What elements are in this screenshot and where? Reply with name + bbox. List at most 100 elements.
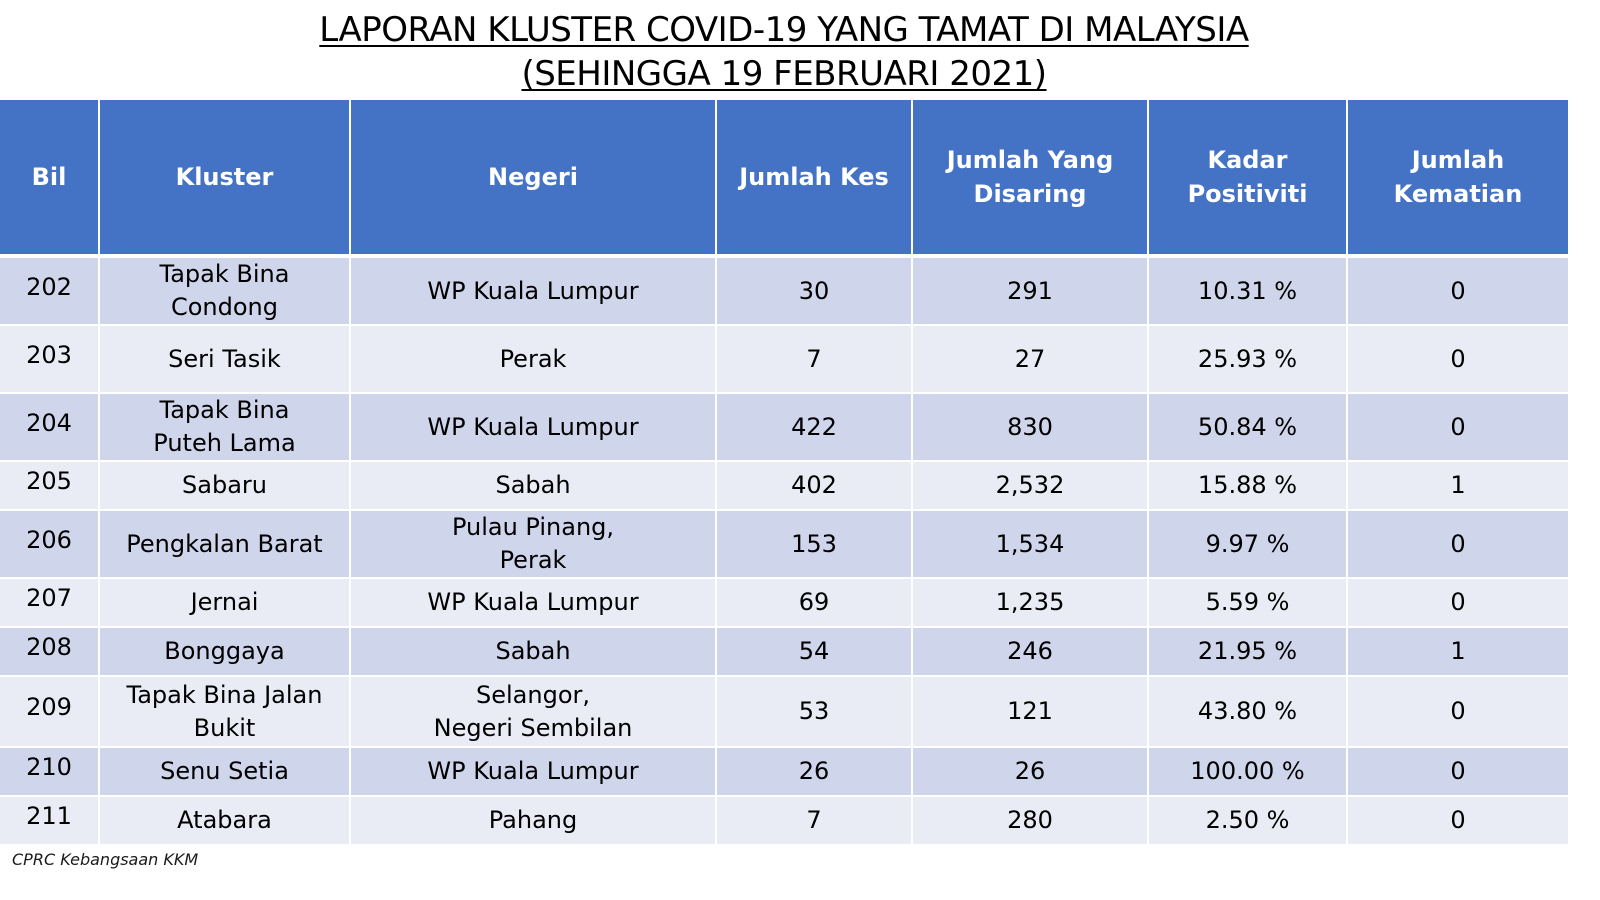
title-line-2: (SEHINGGA 19 FEBRUARI 2021) xyxy=(521,54,1047,94)
cell-kluster-line-1: Tapak Bina xyxy=(159,396,290,424)
cell-jumlah-kes-value: 54 xyxy=(798,637,830,665)
cell-jumlah-disaring: 246 xyxy=(912,627,1149,677)
cell-bil: 204 xyxy=(0,393,100,462)
cell-jumlah-kematian-value: 0 xyxy=(1450,276,1466,305)
cell-kadar-positiviti-value: 2.50 % xyxy=(1205,806,1290,834)
cell-bil-value: 205 xyxy=(26,467,72,495)
cell-jumlah-disaring-value: 1,534 xyxy=(995,529,1065,558)
cell-negeri: WP Kuala Lumpur xyxy=(350,747,717,797)
cell-kluster: Jernai xyxy=(99,578,351,628)
cell-kluster-line-1: Tapak Bina Condong xyxy=(159,260,290,321)
cell-kluster: Tapak Bina Puteh Lama xyxy=(99,393,351,462)
cell-kluster-line-1: Jernai xyxy=(190,588,259,616)
cell-jumlah-kematian-value: 1 xyxy=(1450,471,1466,499)
header-jumlah-kes: Jumlah Kes xyxy=(716,100,913,258)
cell-kadar-positiviti: 2.50 % xyxy=(1148,796,1348,846)
cell-jumlah-disaring: 2,532 xyxy=(912,461,1149,511)
cell-kluster: Sabaru xyxy=(99,461,351,511)
cell-jumlah-kematian: 0 xyxy=(1347,325,1568,394)
header-jumlah-disaring-line-2: Disaring xyxy=(973,180,1087,208)
cell-jumlah-disaring: 1,534 xyxy=(912,510,1149,579)
cell-bil-value: 203 xyxy=(26,340,72,369)
cell-jumlah-disaring: 280 xyxy=(912,796,1149,846)
cell-jumlah-kes: 402 xyxy=(716,461,913,511)
cell-jumlah-disaring-value: 27 xyxy=(1014,344,1046,373)
cell-kluster-line-1: Sabaru xyxy=(182,471,267,499)
cell-jumlah-kes: 69 xyxy=(716,578,913,628)
table-row: 209 Tapak Bina Jalan Bukit Selangor, Negeri … xyxy=(0,676,1568,748)
cell-kluster-line-1: Bonggaya xyxy=(164,637,285,665)
cell-kadar-positiviti-value: 21.95 % xyxy=(1197,637,1298,665)
cell-kadar-positiviti-value: 25.93 % xyxy=(1197,344,1298,373)
table-row: 203 Seri Tasik Perak 7 27 25.93 % 0 xyxy=(0,325,1568,394)
cell-jumlah-kes-value: 30 xyxy=(798,276,830,305)
cell-jumlah-kes: 153 xyxy=(716,510,913,579)
cell-jumlah-kes-value: 7 xyxy=(806,344,822,373)
cell-bil: 209 xyxy=(0,676,100,748)
cell-kadar-positiviti-value: 100.00 % xyxy=(1190,757,1305,785)
cell-jumlah-kematian: 0 xyxy=(1347,256,1568,326)
cell-bil: 205 xyxy=(0,461,100,511)
cell-jumlah-kematian-value: 0 xyxy=(1450,697,1466,725)
table-row: 210 Senu Setia WP Kuala Lumpur 26 26 100.00 %… xyxy=(0,747,1568,797)
cell-jumlah-kematian-value: 0 xyxy=(1450,588,1466,616)
cell-bil: 206 xyxy=(0,510,100,579)
header-kadar-positiviti: Kadar Positiviti xyxy=(1148,100,1348,258)
cell-jumlah-disaring-value: 246 xyxy=(1007,637,1053,665)
cell-bil: 208 xyxy=(0,627,100,677)
cell-kluster-line-1: Tapak Bina Jalan xyxy=(126,680,323,709)
cell-negeri-line-1: Sabah xyxy=(495,471,571,499)
cell-jumlah-kematian-value: 0 xyxy=(1450,757,1466,785)
cell-bil: 210 xyxy=(0,747,100,797)
cell-negeri-line-1: WP Kuala Lumpur xyxy=(427,412,639,441)
cell-negeri: WP Kuala Lumpur xyxy=(350,256,717,326)
cell-jumlah-disaring: 26 xyxy=(912,747,1149,797)
cell-kadar-positiviti: 5.59 % xyxy=(1148,578,1348,628)
cell-jumlah-kematian-value: 1 xyxy=(1450,637,1466,665)
cell-kadar-positiviti: 43.80 % xyxy=(1148,676,1348,748)
cell-jumlah-kematian-value: 0 xyxy=(1450,344,1466,373)
report-title: LAPORAN KLUSTER COVID-19 YANG TAMAT DI M… xyxy=(0,8,1568,96)
table-row: 205 Sabaru Sabah 402 2,532 15.88 % 1 xyxy=(0,461,1568,511)
cell-jumlah-disaring-value: 1,235 xyxy=(995,588,1065,616)
cell-kluster: Atabara xyxy=(99,796,351,846)
cell-negeri: Sabah xyxy=(350,627,717,677)
cell-jumlah-disaring-value: 280 xyxy=(1007,806,1053,834)
cell-jumlah-kematian: 1 xyxy=(1347,627,1568,677)
header-kluster: Kluster xyxy=(99,100,351,258)
cell-jumlah-disaring-value: 121 xyxy=(1007,697,1053,725)
cell-bil-value: 202 xyxy=(26,272,72,301)
cell-jumlah-kes-value: 153 xyxy=(791,529,837,558)
cell-jumlah-kematian-value: 0 xyxy=(1450,412,1466,441)
cell-kadar-positiviti-value: 43.80 % xyxy=(1197,697,1298,725)
cell-negeri: Pahang xyxy=(350,796,717,846)
cell-bil: 211 xyxy=(0,796,100,846)
header-jumlah-disaring-line-1: Jumlah Yang xyxy=(946,146,1114,174)
cell-jumlah-kes-value: 402 xyxy=(791,471,837,499)
cell-bil-value: 209 xyxy=(26,693,72,721)
cell-jumlah-kes: 26 xyxy=(716,747,913,797)
cell-jumlah-kes: 7 xyxy=(716,325,913,394)
cell-bil-value: 207 xyxy=(26,584,72,612)
cell-negeri-line-1: Selangor, xyxy=(476,680,590,709)
cell-kluster-line-2: Puteh Lama xyxy=(153,429,296,457)
cell-kluster-line-1: Seri Tasik xyxy=(168,344,281,373)
title-line-1: LAPORAN KLUSTER COVID-19 YANG TAMAT DI M… xyxy=(319,10,1249,50)
cell-kadar-positiviti: 9.97 % xyxy=(1148,510,1348,579)
cell-bil-value: 206 xyxy=(26,525,72,554)
cell-kluster: Bonggaya xyxy=(99,627,351,677)
cell-jumlah-disaring-value: 291 xyxy=(1007,276,1053,305)
cell-bil: 203 xyxy=(0,325,100,394)
table-row: 208 Bonggaya Sabah 54 246 21.95 % 1 xyxy=(0,627,1568,677)
cell-jumlah-kes: 53 xyxy=(716,676,913,748)
cell-negeri: WP Kuala Lumpur xyxy=(350,393,717,462)
cell-kluster: Pengkalan Barat xyxy=(99,510,351,579)
cell-jumlah-disaring-value: 2,532 xyxy=(995,471,1065,499)
cell-kluster: Tapak Bina Jalan Bukit xyxy=(99,676,351,748)
cell-kadar-positiviti-value: 10.31 % xyxy=(1197,276,1298,305)
cell-kluster-line-1: Atabara xyxy=(177,806,272,834)
cell-jumlah-disaring-value: 26 xyxy=(1014,757,1046,785)
cell-kadar-positiviti: 25.93 % xyxy=(1148,325,1348,394)
cell-negeri-line-1: Perak xyxy=(499,344,567,373)
cell-bil-value: 210 xyxy=(26,753,72,781)
